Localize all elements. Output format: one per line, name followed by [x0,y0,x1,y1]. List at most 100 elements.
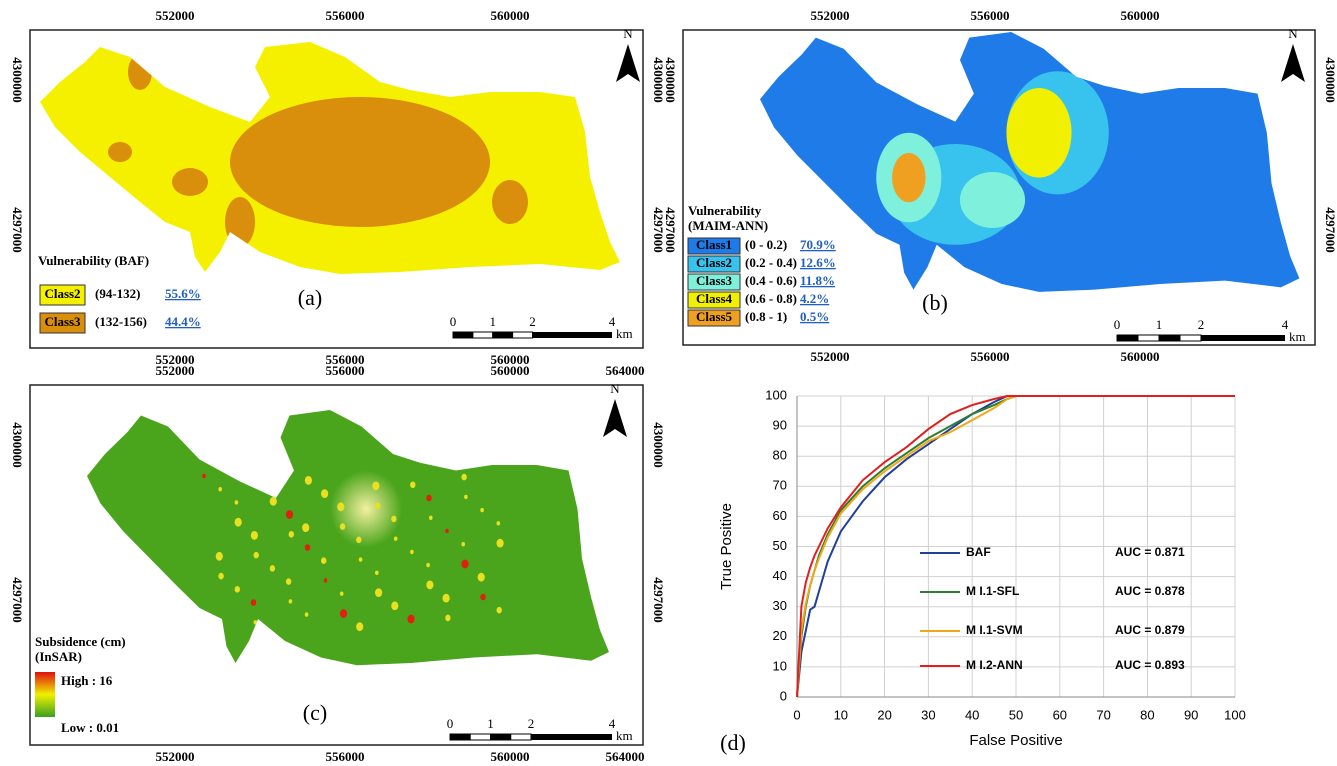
speckle [254,552,259,559]
class-share: 55.6% [165,286,201,301]
class-range: (0.2 - 0.4) [745,255,797,270]
speckle [251,599,256,606]
coord-right: 4300000 [1323,57,1337,103]
speckle [394,537,398,541]
scale-label: 4 [609,716,616,731]
speckle [235,518,242,527]
scale-label: km [1289,329,1306,344]
scale-label: 2 [529,314,536,329]
legend-label: M I.1-SFL [966,584,1019,598]
y-tick-label: 100 [765,387,787,402]
auc-annotation: AUC = 0.878 [1115,584,1185,598]
y-tick-label: 60 [773,508,787,523]
y-tick-label: 30 [773,598,787,613]
speckle [359,557,363,561]
y-tick-label: 10 [773,658,787,673]
coord-bottom: 560000 [1121,349,1160,364]
coord-top: 552000 [156,8,195,23]
coord-right: 4297000 [651,577,666,623]
legend-title: Vulnerability [688,203,762,218]
coord-top: 560000 [491,363,530,378]
speckle [426,495,431,502]
speckle [302,523,309,532]
y-tick-label: 40 [773,568,787,583]
speckle [321,557,326,564]
speckle [497,539,504,548]
speckle [443,594,450,603]
panel-label: (a) [298,285,322,310]
class-name: Class5 [696,309,733,324]
coord-bottom: 564000 [606,749,645,764]
legend-label: BAF [966,545,991,559]
coord-left: 4300000 [663,57,678,103]
speckle [216,552,223,561]
scale-label: 4 [609,314,616,329]
speckle [426,563,430,567]
speckle [480,594,485,601]
speckle [235,500,239,504]
x-tick-label: 90 [1184,707,1198,722]
coord-top: 556000 [326,363,365,378]
zone [230,97,490,227]
y-tick-label: 90 [773,418,787,433]
scale-bar [453,332,473,338]
speckle [286,510,293,519]
panel-label: (d) [720,730,746,755]
y-tick-label: 20 [773,628,787,643]
scale-label: 1 [1156,317,1163,332]
speckle [340,609,347,618]
coord-left: 4300000 [10,57,25,103]
coord-bottom: 556000 [326,749,365,764]
zone [492,180,528,224]
coord-right: 4300000 [651,422,666,468]
color-ramp [35,672,55,717]
coord-top: 556000 [971,8,1010,23]
scale-label: 2 [528,716,535,731]
scale-bar [513,332,533,338]
class-range: (0.6 - 0.8) [745,291,797,306]
zone [892,153,925,202]
class-range: (0 - 0.2) [745,237,787,252]
speckle [202,474,206,478]
speckle [321,489,328,498]
class-share: 12.6% [800,255,836,270]
speckle [289,531,294,538]
coord-left: 4297000 [10,577,25,623]
legend-title: Vulnerability (BAF) [38,253,149,268]
speckle [218,573,223,580]
coord-bottom: 556000 [971,349,1010,364]
figure: 5520005560005600005520005560005600004300… [0,0,1337,766]
speckle [429,516,433,520]
speckle [410,482,415,489]
speckle [445,529,449,533]
y-tick-label: 50 [773,538,787,553]
class-range: (94-132) [95,286,141,301]
speckle [445,615,450,622]
zone [960,172,1025,228]
class-range: (0.8 - 1) [745,309,787,324]
class-name: Class2 [696,255,732,270]
coord-top: 556000 [326,8,365,23]
scale-label: 1 [490,314,497,329]
speckle [461,560,468,569]
scale-bar [491,734,511,740]
scale-bar [533,332,613,338]
north-label: N [1288,26,1298,41]
scale-label: 1 [487,716,494,731]
class-name: Class4 [696,291,733,306]
coord-bottom: 552000 [811,349,850,364]
speckle [218,487,222,491]
scale-label: 0 [1114,317,1121,332]
ramp-label: Low : 0.01 [61,720,119,735]
x-tick-label: 0 [793,707,800,722]
x-tick-label: 10 [834,707,848,722]
scale-bar [1138,335,1159,341]
speckle [340,592,344,596]
coord-left: 4297000 [663,207,678,253]
north-label: N [623,26,633,41]
speckle [375,502,380,509]
scale-bar [493,332,513,338]
coord-left: 4300000 [10,422,25,468]
class-share: 44.4% [165,314,201,329]
speckle [461,474,466,481]
